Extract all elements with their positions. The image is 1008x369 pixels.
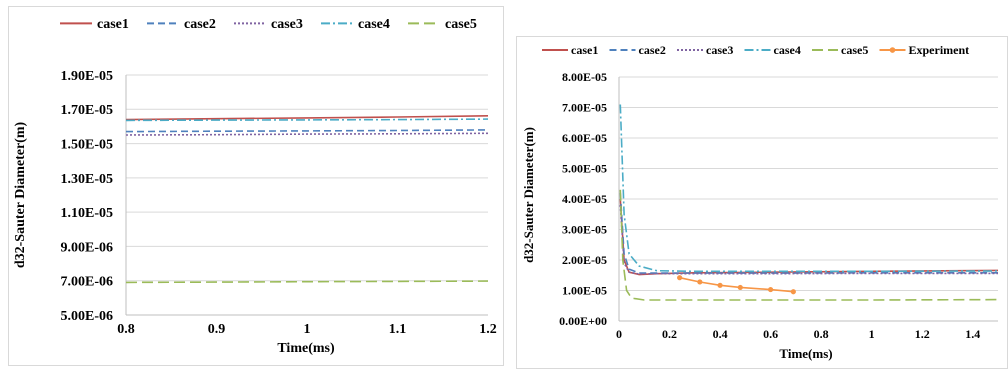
series-line-case1 (125, 115, 489, 121)
legend-label-experiment: Experiment (909, 43, 970, 57)
legend-label-case3: case3 (706, 43, 733, 57)
left-legend: case1 case2 case3 case4 case5 (60, 17, 477, 32)
x-tick-label: 0.9 (208, 322, 226, 337)
x-tick-label: 1.2 (479, 322, 497, 337)
right-x-tick-labels: 0 0.2 0.4 0.6 0.8 1 1.2 1.4 (616, 327, 980, 341)
chart-left-frame (8, 6, 504, 366)
left-series-layer (125, 115, 489, 284)
series-point-experiment (737, 284, 743, 291)
chart-left: 5.00E-06 7.00E-06 9.00E-06 1.10E-05 1.30E-05… (13, 17, 497, 356)
y-tick-label: 9.00E-06 (61, 240, 114, 255)
y-tick-label: 5.00E-05 (562, 162, 607, 176)
legend-marker-experiment (889, 47, 896, 53)
series-line-case4 (619, 104, 999, 273)
series-point-experiment (717, 282, 723, 288)
series-line-case5 (619, 189, 999, 301)
y-tick-label: 8.00E-05 (562, 70, 607, 84)
y-tick-label: 1.10E-05 (61, 206, 114, 221)
series-line-case3 (619, 205, 998, 275)
y-tick-label: 7.00E-05 (562, 101, 607, 115)
series-line-case2 (125, 129, 489, 133)
x-tick-label: 0.8 (117, 322, 135, 337)
right-series-layer (619, 104, 999, 301)
x-tick-label: 0.4 (713, 327, 728, 341)
chart-right: 0.00E+00 1.00E-05 2.00E-05 3.00E-05 4.00E-05… (521, 43, 999, 361)
legend-label-case1: case1 (97, 17, 129, 32)
series-line-case3 (125, 132, 489, 136)
y-tick-label: 1.30E-05 (61, 172, 114, 187)
right-gridlines (619, 76, 998, 291)
y-tick-label: 1.70E-05 (61, 103, 114, 118)
x-tick-label: 1.4 (965, 327, 980, 341)
right-x-axis-label: Time(ms) (779, 346, 832, 361)
y-tick-label: 1.90E-05 (61, 69, 114, 84)
y-tick-label: 4.00E-05 (562, 192, 607, 206)
series-point-experiment (768, 286, 774, 293)
x-tick-label: 0.2 (662, 327, 677, 341)
legend-label-case4: case4 (774, 43, 801, 57)
x-tick-label: 1.2 (915, 327, 930, 341)
legend-label-case4: case4 (358, 17, 390, 32)
legend-label-case1: case1 (571, 43, 598, 57)
legend-label-case5: case5 (445, 17, 477, 32)
x-tick-label: 0.8 (814, 327, 829, 341)
series-point-experiment (790, 289, 796, 295)
x-tick-label: 0.6 (763, 327, 778, 341)
legend-label-case5: case5 (841, 43, 868, 57)
legend-label-case3: case3 (271, 17, 303, 32)
y-tick-label: 1.00E-05 (562, 284, 607, 298)
series-line-experiment (679, 276, 794, 293)
x-tick-label: 1 (869, 327, 875, 341)
x-tick-label: 1.1 (389, 322, 407, 337)
x-tick-label: 0 (616, 327, 622, 341)
series-point-experiment (677, 275, 683, 281)
y-tick-label: 7.00E-06 (61, 275, 114, 290)
y-tick-label: 3.00E-05 (562, 223, 607, 237)
y-tick-label: 6.00E-05 (562, 131, 607, 145)
series-line-case4 (125, 118, 489, 122)
left-y-tick-labels: 5.00E-06 7.00E-06 9.00E-06 1.10E-05 1.30E-05… (61, 69, 114, 324)
left-x-tick-labels: 0.8 0.9 1 1.1 1.2 (117, 322, 497, 337)
series-line-case5 (125, 280, 489, 284)
left-gridlines (126, 74, 488, 282)
right-y-tick-labels: 0.00E+00 1.00E-05 2.00E-05 3.00E-05 4.00E-05… (559, 70, 607, 328)
y-tick-label: 1.50E-05 (61, 137, 114, 152)
y-tick-label: 0.00E+00 (559, 314, 607, 328)
right-legend: case1 case2 case3 case4 case5 Experiment (542, 43, 969, 57)
legend-label-case2: case2 (184, 17, 216, 32)
series-point-experiment (697, 279, 703, 285)
y-tick-label: 5.00E-06 (61, 309, 114, 324)
x-tick-label: 1 (304, 322, 311, 337)
y-tick-label: 2.00E-05 (562, 253, 607, 267)
left-axes (125, 75, 488, 316)
left-y-axis-label: d32-Sauter Diameter(m) (13, 122, 28, 269)
legend-label-case2: case2 (639, 43, 666, 57)
right-axes (618, 77, 998, 322)
left-x-axis-label: Time(ms) (277, 341, 335, 356)
right-y-axis-label: d32-Sauter Diameter(m) (521, 127, 536, 263)
